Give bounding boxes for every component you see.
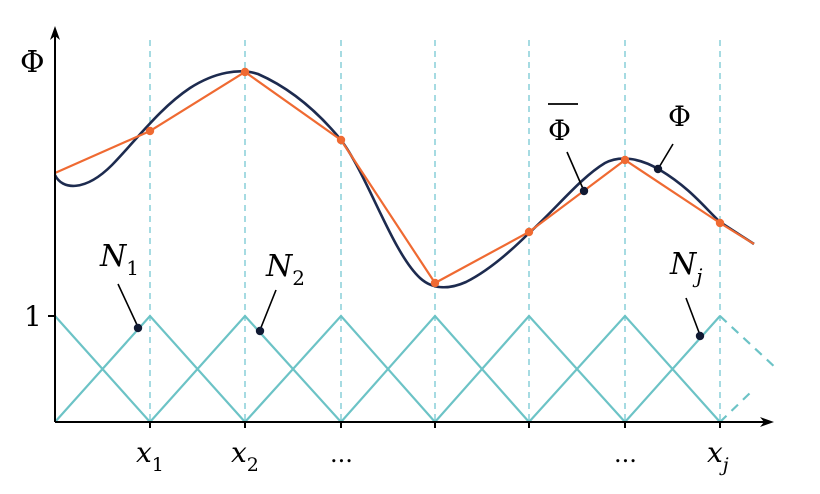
exact-function-curve [53, 70, 755, 289]
node-guide-lines [149, 40, 721, 422]
basis-hat-zigzag-lower [54, 314, 721, 424]
approx-phi-annotation: Φ [548, 103, 589, 196]
x-tick-label-7: xj [707, 436, 729, 476]
nj-label: Nj [669, 247, 702, 288]
axes [48, 26, 774, 428]
y-axis-label: Φ [20, 45, 45, 80]
approx-phi-pointer [566, 151, 585, 192]
approximation-node-4 [430, 278, 440, 288]
approximation-node-6 [620, 155, 630, 165]
nj-marker [695, 331, 705, 341]
approximation-node-2 [240, 67, 250, 77]
y-tick-label: 1 [24, 300, 42, 333]
nj-annotation: Nj [669, 247, 705, 341]
basis-functions [54, 314, 779, 424]
nj-pointer [685, 297, 701, 336]
n1-pointer [117, 283, 139, 328]
n1-annotation: N1 [99, 239, 143, 333]
x-tick-label-3: ... [330, 440, 353, 468]
n2-marker [255, 326, 265, 336]
n1-marker [133, 323, 143, 333]
x-axis-arrowhead [760, 417, 774, 427]
n2-annotation: N2 [255, 249, 305, 336]
approx-phi-marker [579, 186, 589, 196]
x-tick-label-1: x1 [136, 436, 164, 476]
approximation-node-3 [336, 135, 346, 145]
n1-label: N1 [99, 239, 139, 280]
approximation-node-7 [715, 218, 725, 228]
exact-phi-label: Φ [668, 100, 691, 133]
n2-label: N2 [265, 249, 305, 290]
approximation-polyline [54, 70, 755, 285]
exact-phi-pointer [657, 143, 674, 170]
approx-phi-label: Φ [548, 114, 571, 147]
basis-hat-continuation-down [719, 315, 779, 371]
exact-phi-marker [653, 164, 663, 174]
n2-pointer [259, 289, 277, 331]
approximation [54, 67, 755, 288]
basis-hat-continuation-up [719, 392, 751, 423]
approximation-node-5 [524, 227, 534, 237]
exact-phi-annotation: Φ [653, 100, 691, 174]
x-tick-label-6: ... [614, 440, 637, 468]
y-axis-arrowhead [50, 26, 60, 40]
approximation-node-1 [145, 126, 155, 136]
x-tick-label-2: x2 [231, 436, 259, 476]
